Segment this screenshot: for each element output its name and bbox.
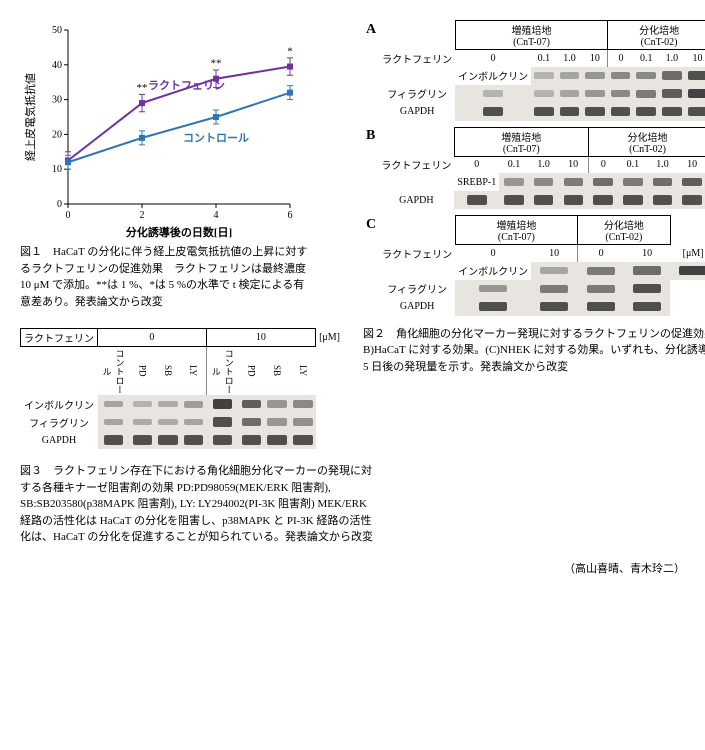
fig1-chart: 010203040500246経上皮電気抵抗値分化誘導後の日数[日]*****ラ…	[20, 20, 300, 240]
fig3-blot: ラクトフェリン010[μM]コントロールPDSBLYコントロールPDSBLYイン…	[20, 328, 343, 449]
svg-text:ラクトフェリン: ラクトフェリン	[148, 79, 225, 92]
svg-text:2: 2	[140, 210, 145, 221]
fig3-caption: 図３ ラクトフェリン存在下における角化細胞分化マーカーの発現に対する各種キナーゼ…	[20, 463, 380, 546]
fig1-caption: 図１ HaCaT の分化に伴う経上皮電気抵抗値の上昇に対するラクトフェリンの促進…	[20, 244, 310, 310]
svg-text:10: 10	[52, 164, 62, 175]
authors: （高山喜晴、青木玲二）	[20, 560, 685, 576]
panel-label: C	[366, 217, 376, 232]
fig2-panel-a: A増殖培地(CnT-07)分化培地(CnT-02)ラクトフェリン00.11.01…	[363, 20, 705, 121]
svg-text:*: *	[287, 46, 293, 58]
svg-text:0: 0	[57, 199, 62, 210]
svg-text:0: 0	[66, 210, 71, 221]
svg-text:40: 40	[52, 60, 62, 71]
svg-text:30: 30	[52, 95, 62, 106]
svg-text:20: 20	[52, 129, 62, 140]
fig2-panel-b: B増殖培地(CnT-07)分化培地(CnT-02)ラクトフェリン00.11.01…	[363, 127, 705, 210]
svg-text:経上皮電気抵抗値: 経上皮電気抵抗値	[23, 73, 37, 161]
svg-text:4: 4	[214, 210, 219, 221]
svg-text:50: 50	[52, 25, 62, 36]
panel-label: B	[366, 128, 375, 143]
right-column: A増殖培地(CnT-07)分化培地(CnT-02)ラクトフェリン00.11.01…	[363, 20, 705, 449]
chart-svg: 010203040500246経上皮電気抵抗値分化誘導後の日数[日]*****ラ…	[20, 20, 300, 240]
left-column: 010203040500246経上皮電気抵抗値分化誘導後の日数[日]*****ラ…	[20, 20, 343, 449]
svg-text:コントロール: コントロール	[183, 131, 249, 144]
svg-text:**: **	[137, 82, 148, 94]
fig2-caption: 図２ 角化細胞の分化マーカー発現に対するラクトフェリンの促進効果 (A, B)H…	[363, 326, 705, 376]
svg-text:**: **	[211, 58, 222, 70]
svg-text:6: 6	[288, 210, 293, 221]
panel-label: A	[366, 22, 376, 37]
fig2-panel-c: C増殖培地(CnT-07)分化培地(CnT-02)ラクトフェリン010010[μ…	[363, 215, 705, 316]
svg-text:分化誘導後の日数[日]: 分化誘導後の日数[日]	[126, 225, 232, 239]
